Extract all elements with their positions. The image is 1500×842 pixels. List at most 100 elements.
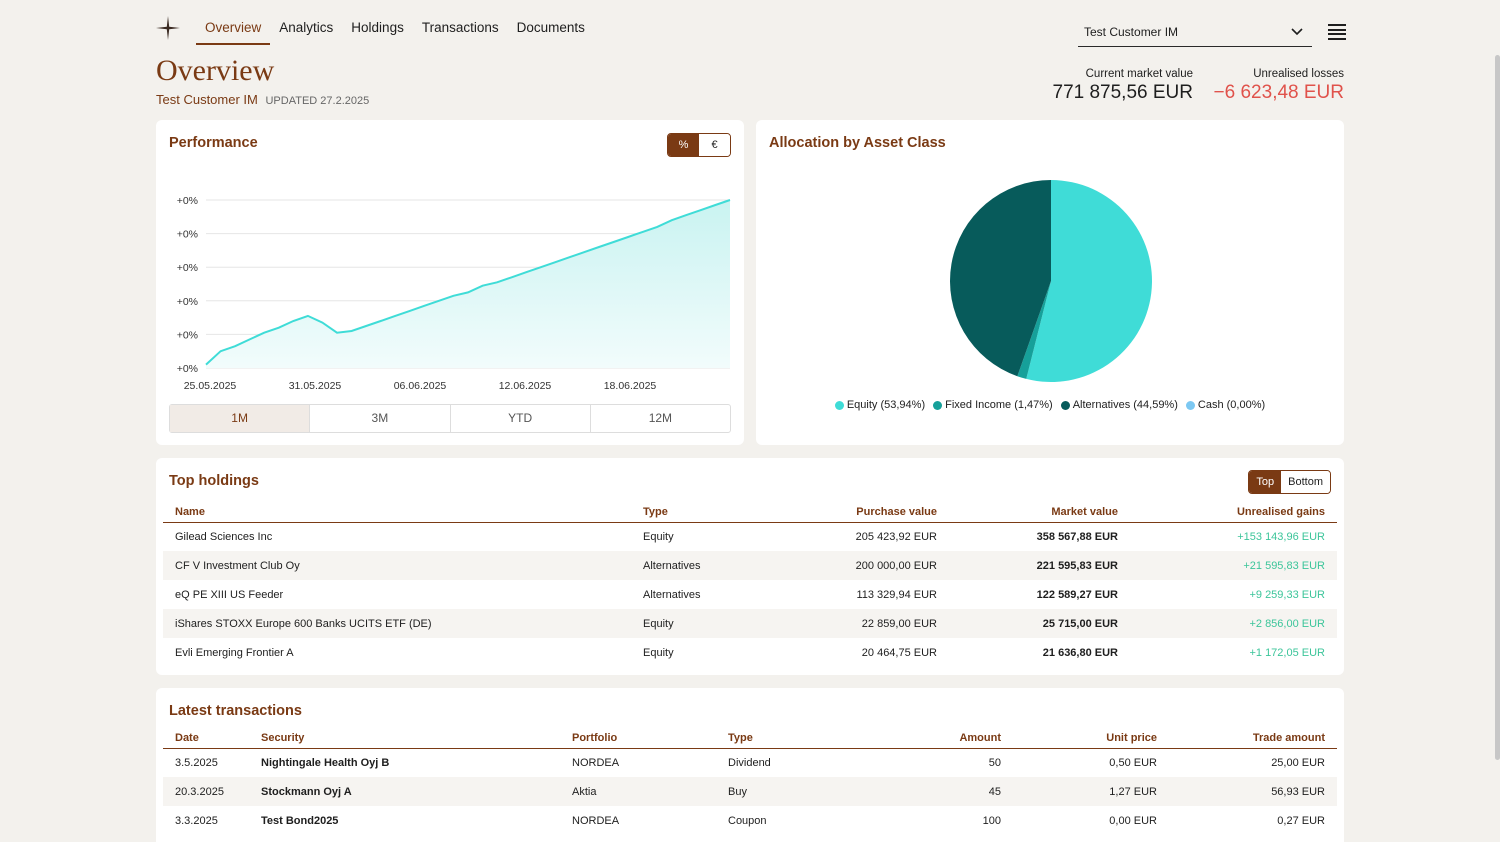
legend-item[interactable]: Fixed Income (1,47%): [933, 399, 1053, 411]
cell-unit-price: 0,00 EUR: [1109, 814, 1157, 827]
cell-market-value: 122 589,27 EUR: [1036, 588, 1118, 601]
col-unit-price[interactable]: Unit price: [1013, 728, 1169, 749]
legend-item[interactable]: Alternatives (44,59%): [1060, 399, 1178, 411]
table-row[interactable]: CF V Investment Club Oy Alternatives 200 0…: [163, 551, 1337, 580]
nav-tab-transactions[interactable]: Transactions: [421, 20, 499, 35]
col-type[interactable]: Type: [631, 502, 781, 523]
allocation-pie-chart: [950, 180, 1152, 382]
transactions-table: Date Security Portfolio Type Amount Unit…: [163, 728, 1337, 835]
range-1m[interactable]: 1M: [170, 405, 311, 432]
col-date[interactable]: Date: [163, 728, 249, 749]
cell-purchase-value: 20 464,75 EUR: [861, 646, 937, 659]
legend-color-dot: [1060, 400, 1070, 410]
cell-market-value: 21 636,80 EUR: [1042, 646, 1118, 659]
legend-label: Cash (0,00%): [1197, 399, 1266, 411]
cell-portfolio: NORDEA: [572, 814, 620, 827]
holdings-table: Name Type Purchase value Market value Un…: [163, 502, 1337, 667]
hamburger-menu-icon[interactable]: [1328, 24, 1346, 40]
performance-area-chart: +0% +0% +0% +0% +0% +0% 25.05.2025 31.05.2025 06…: [177, 195, 731, 392]
nav-tab-holdings[interactable]: Holdings: [351, 20, 404, 35]
pie-slice-0[interactable]: [1026, 180, 1152, 382]
cell-type: Alternatives: [631, 551, 781, 580]
pie-slice-2[interactable]: [950, 180, 1051, 377]
col-type[interactable]: Type: [716, 728, 856, 749]
col-amount[interactable]: Amount: [856, 728, 1013, 749]
cell-trade-amount: 0,27 EUR: [1277, 814, 1325, 827]
market-value-kpi: Current market value 771 875,56 EUR: [1053, 68, 1194, 104]
col-trade-amount[interactable]: Trade amount: [1169, 728, 1337, 749]
table-row[interactable]: eQ PE XIII US Feeder Alternatives 113 329,…: [163, 580, 1337, 609]
col-unrealised-gains[interactable]: Unrealised gains: [1130, 502, 1337, 523]
unrealised-losses-kpi: Unrealised losses −6 623,48 EUR: [1214, 68, 1344, 104]
top-bottom-toggle: Top Bottom: [1248, 470, 1331, 494]
cell-unit-price: 0,50 EUR: [1109, 756, 1157, 769]
x-tick-label: 12.06.2025: [499, 380, 552, 392]
cell-purchase-value: 113 329,94 EUR: [856, 588, 937, 601]
table-row[interactable]: 3.5.2025 Nightingale Health Oyj B NORDEA Di…: [163, 748, 1337, 777]
col-portfolio[interactable]: Portfolio: [560, 728, 716, 749]
col-name[interactable]: Name: [163, 502, 631, 523]
cell-name: CF V Investment Club Oy: [163, 551, 631, 580]
col-security[interactable]: Security: [249, 728, 560, 749]
updated-date: UPDATED 27.2.2025: [265, 95, 370, 107]
range-3m[interactable]: 3M: [310, 405, 451, 432]
cell-unit-price: 1,27 EUR: [1013, 777, 1169, 806]
cell-unrealised-gain: +21 595,83 EUR: [1130, 551, 1337, 580]
unit-toggle: % €: [667, 133, 731, 157]
y-tick-label: +0%: [177, 262, 198, 274]
allocation-title: Allocation by Asset Class: [769, 135, 946, 151]
cell-name: Evli Emerging Frontier A: [175, 646, 294, 659]
cell-portfolio: Aktia: [560, 777, 716, 806]
legend-color-dot: [834, 400, 844, 410]
legend-color-dot: [933, 400, 943, 410]
page-subtitle: Test Customer IM UPDATED 27.2.2025: [156, 92, 369, 107]
table-row[interactable]: Evli Emerging Frontier A Equity 20 464,75 …: [163, 638, 1337, 667]
cell-market-value: 221 595,83 EUR: [949, 551, 1130, 580]
cell-security: Test Bond2025: [261, 814, 339, 827]
customer-select[interactable]: Test Customer IM: [1078, 18, 1312, 47]
main-nav: Overview Analytics Holdings Transactions…: [196, 0, 594, 45]
nav-tab-documents[interactable]: Documents: [516, 20, 585, 35]
range-12m[interactable]: 12M: [648, 411, 673, 425]
performance-line[interactable]: [205, 199, 731, 366]
unit-toggle-euro[interactable]: €: [699, 134, 730, 156]
legend-item[interactable]: Equity (53,94%): [834, 399, 926, 411]
nav-tab-analytics[interactable]: Analytics: [279, 20, 334, 35]
market-value-label: Current market value: [1085, 68, 1193, 80]
table-row[interactable]: Gilead Sciences Inc Equity 205 423,92 EUR 3…: [163, 522, 1337, 551]
cell-market-value: 358 567,88 EUR: [1036, 530, 1118, 543]
x-tick-label: 06.06.2025: [394, 380, 447, 392]
toggle-bottom[interactable]: Bottom: [1281, 471, 1330, 493]
cell-unrealised-gain: +9 259,33 EUR: [1249, 588, 1325, 601]
legend-label: Equity (53,94%): [846, 399, 926, 411]
toggle-top[interactable]: Top: [1249, 471, 1282, 493]
transactions-title: Latest transactions: [169, 703, 302, 719]
legend-item[interactable]: Cash (0,00%): [1185, 399, 1266, 411]
page-scrollbar[interactable]: [1495, 55, 1500, 760]
cell-unrealised-gain: +2 856,00 EUR: [1130, 609, 1337, 638]
holdings-title: Top holdings: [169, 473, 259, 489]
x-tick-label: 18.06.2025: [604, 380, 657, 392]
range-selector: 1M 3M YTD 12M: [169, 404, 731, 433]
unit-toggle-percent[interactable]: %: [668, 134, 699, 156]
performance-area-fill: [206, 200, 730, 368]
nav-tab-overview[interactable]: Overview: [196, 0, 271, 45]
table-row[interactable]: 3.3.2025 Test Bond2025 NORDEA Coupon 100 0,00…: [163, 806, 1337, 835]
top-holdings-card: Top holdings Top Bottom Name Type Purcha…: [156, 458, 1344, 675]
cell-trade-amount: 56,93 EUR: [1169, 777, 1337, 806]
table-row[interactable]: iShares STOXX Europe 600 Banks UCITS ETF…: [163, 609, 1337, 638]
star-logo-icon[interactable]: [156, 16, 180, 40]
col-market-value[interactable]: Market value: [949, 502, 1130, 523]
unrealised-losses-value: −6 623,48 EUR: [1213, 82, 1344, 103]
cell-type: Alternatives: [643, 588, 701, 601]
y-tick-label: +0%: [177, 296, 198, 308]
x-tick-label: 25.05.2025: [184, 380, 237, 392]
pie-slice-1[interactable]: [1017, 281, 1051, 379]
legend-label: Fixed Income (1,47%): [945, 399, 1053, 411]
cell-name: iShares STOXX Europe 600 Banks UCITS ETF…: [163, 609, 631, 638]
col-purchase-value[interactable]: Purchase value: [781, 502, 949, 523]
table-row[interactable]: 20.3.2025 Stockmann Oyj A Aktia Buy 45 1,27 E…: [163, 777, 1337, 806]
cell-security: Nightingale Health Oyj B: [261, 756, 390, 769]
range-ytd[interactable]: YTD: [451, 405, 591, 432]
cell-purchase-value: 200 000,00 EUR: [781, 551, 949, 580]
